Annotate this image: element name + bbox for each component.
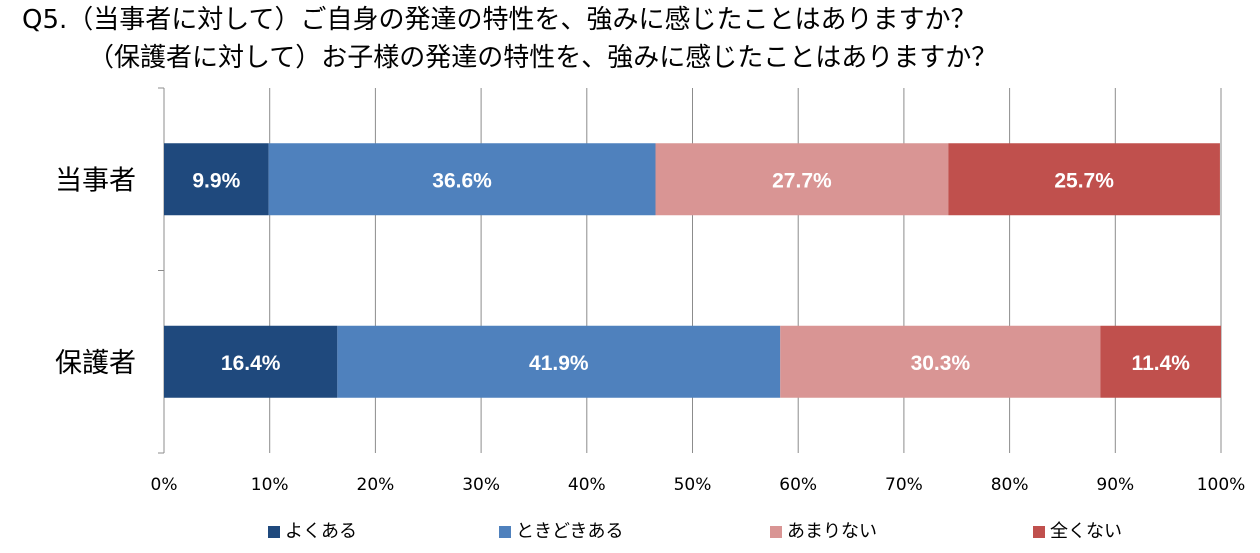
x-tick-label: 70%	[885, 475, 923, 495]
data-label: 25.7%	[1054, 169, 1114, 192]
bar-segment	[1100, 325, 1221, 398]
x-tick-label: 0%	[151, 475, 178, 495]
data-label: 27.7%	[772, 169, 832, 192]
x-tick-label: 20%	[357, 475, 395, 495]
data-label: 36.6%	[432, 169, 492, 192]
x-tick-label: 80%	[991, 475, 1029, 495]
legend-swatch	[1033, 526, 1045, 538]
x-tick-label: 90%	[1096, 475, 1134, 495]
x-tick-label: 40%	[568, 475, 606, 495]
bar-segment	[164, 325, 338, 398]
x-tick-label: 100%	[1197, 475, 1246, 495]
legend-label: あまりない	[787, 521, 877, 542]
bar-segment	[655, 143, 949, 216]
bar-segment	[948, 143, 1220, 216]
legend-swatch	[268, 526, 280, 538]
bar-segment	[337, 325, 781, 398]
chart-title-line-1: Q5.（当事者に対して）ご自身の発達の特性を、強みに感じたことはありますか？	[22, 5, 977, 35]
category-label: 保護者	[55, 348, 136, 379]
x-tick-label: 60%	[779, 475, 817, 495]
data-label: 30.3%	[911, 352, 971, 375]
category-label: 当事者	[55, 165, 136, 196]
x-tick-label: 50%	[674, 475, 712, 495]
bar-segment	[164, 143, 269, 216]
legend-swatch	[499, 526, 511, 538]
bar-segment	[268, 143, 656, 216]
data-label: 16.4%	[221, 352, 281, 375]
data-label: 41.9%	[529, 352, 589, 375]
x-tick-label: 30%	[462, 475, 500, 495]
legend-label: 全くない	[1050, 521, 1122, 542]
legend-label: よくある	[285, 521, 357, 542]
x-tick-label: 10%	[251, 475, 289, 495]
legend-swatch	[770, 526, 782, 538]
legend-label: ときどきある	[516, 521, 623, 542]
data-label: 11.4%	[1132, 352, 1191, 375]
bar-segment	[780, 325, 1101, 398]
data-label: 9.9%	[192, 169, 240, 192]
chart-title-line-2: （保護者に対して）お子様の発達の特性を、強みに感じたことはありますか？	[88, 43, 998, 73]
